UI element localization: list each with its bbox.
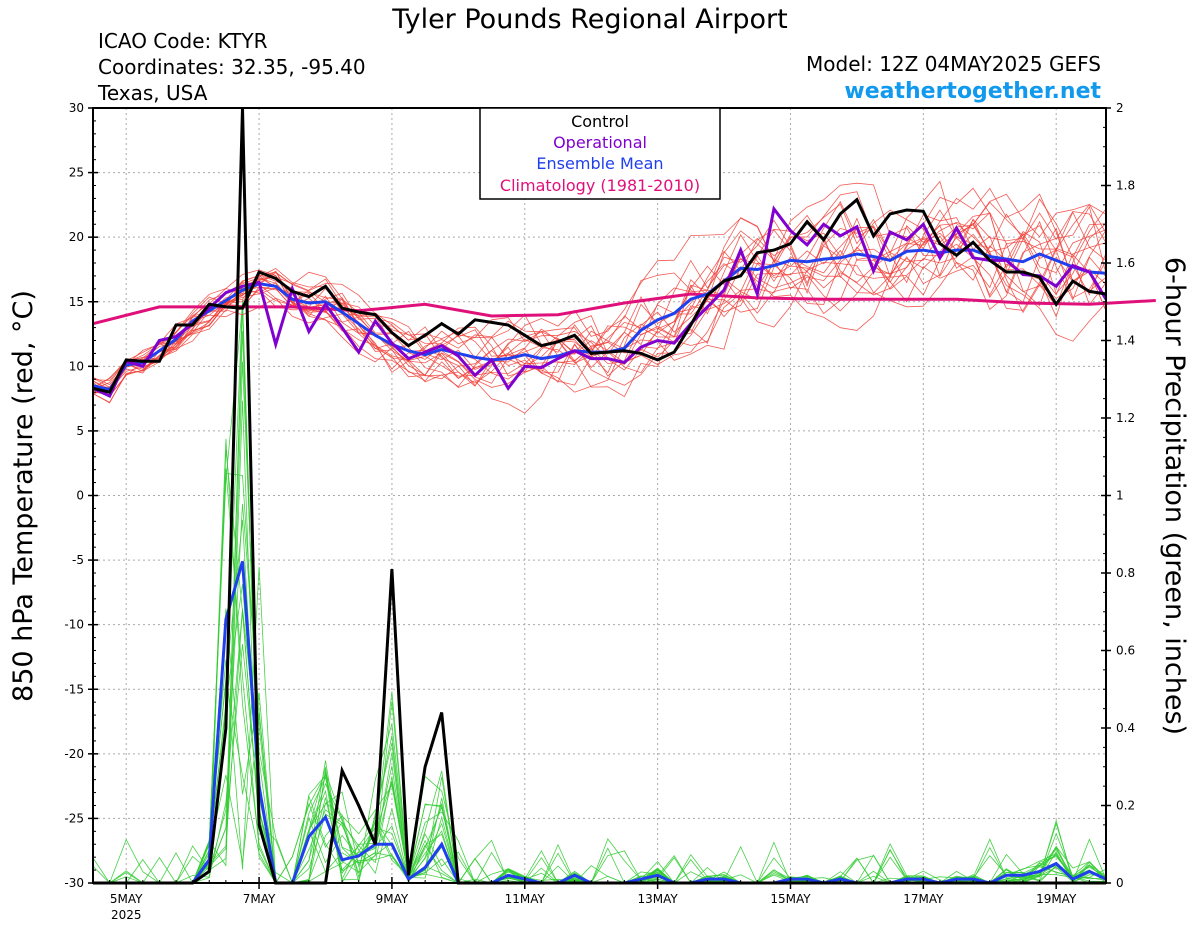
x-axis-tick-label: 7MAY: [243, 892, 276, 906]
left-axis-tick-label: -25: [64, 811, 84, 825]
right-axis-title: 6-hour Precipitation (green, inches): [1159, 257, 1190, 735]
right-axis-tick-label: 1: [1116, 489, 1124, 503]
left-axis-tick-label: -5: [72, 553, 84, 567]
right-axis-tick-label: 1.2: [1116, 411, 1135, 425]
left-axis-tick-label: -10: [64, 618, 84, 632]
x-axis-year-label: 2025: [111, 908, 142, 922]
right-axis-tick-label: 1.6: [1116, 256, 1135, 270]
climatology-line: [92, 292, 1156, 326]
control-temperature-line: [92, 197, 1107, 394]
right-axis-tick-label: 0.8: [1116, 566, 1135, 580]
station-coordinates: Coordinates: 32.35, -95.40: [98, 55, 366, 79]
operational-temperature-line: [92, 205, 1108, 398]
precip-member-line: [93, 713, 1107, 884]
legend-operational: Operational: [553, 133, 647, 152]
precip-member-line: [92, 644, 1107, 885]
x-axis-tick-label: 15MAY: [770, 892, 811, 906]
left-axis-tick-label: 10: [69, 359, 84, 373]
temperature-member-line: [92, 200, 1107, 389]
temperature-member-line: [92, 218, 1107, 389]
temperature-member-line: [92, 211, 1107, 396]
left-axis-tick-label: 5: [76, 424, 84, 438]
site-link[interactable]: weathertogether.net: [844, 79, 1101, 104]
right-axis-tick-label: 2: [1116, 101, 1124, 115]
axes: 302520151050-5-10-15-20-25-3021.81.61.41…: [64, 101, 1135, 922]
precip-member-line: [93, 361, 1107, 885]
left-axis-tick-label: -15: [64, 682, 84, 696]
x-axis-tick-label: 9MAY: [376, 892, 409, 906]
precip-member-line: [93, 438, 1107, 884]
legend-control: Control: [571, 112, 629, 131]
x-axis-tick-label: 5MAY: [110, 892, 143, 906]
icao-code: ICAO Code: KTYR: [98, 29, 268, 53]
left-axis-tick-label: 15: [69, 295, 84, 309]
right-axis-tick-label: 0.4: [1116, 721, 1135, 735]
temperature-member-line: [92, 193, 1107, 397]
legend-climatology: Climatology (1981-2010): [500, 176, 700, 195]
legend-box: [479, 107, 721, 200]
left-axis-tick-label: 30: [69, 101, 84, 115]
left-axis-title: 850 hPa Temperature (red, °C): [8, 290, 39, 702]
legend: Control Operational Ensemble Mean Climat…: [479, 107, 721, 200]
left-axis-tick-label: -30: [64, 876, 84, 890]
left-axis-tick-label: -20: [64, 747, 84, 761]
right-axis-tick-label: 0.2: [1116, 799, 1135, 813]
left-axis-tick-label: 0: [76, 489, 84, 503]
model-run: Model: 12Z 04MAY2025 GEFS: [806, 52, 1101, 76]
left-axis-tick-label: 25: [69, 166, 84, 180]
legend-ensemble-mean: Ensemble Mean: [536, 154, 663, 173]
x-axis-tick-label: 13MAY: [638, 892, 679, 906]
temperature-ensemble-members: [92, 180, 1107, 414]
station-region: Texas, USA: [97, 81, 208, 105]
x-axis-tick-label: 19MAY: [1036, 892, 1077, 906]
x-axis-tick-label: 17MAY: [903, 892, 944, 906]
x-axis-tick-label: 11MAY: [505, 892, 546, 906]
chart-title: Tyler Pounds Regional Airport: [391, 4, 787, 35]
right-axis-tick-label: 1.4: [1116, 334, 1135, 348]
right-axis-tick-label: 0: [1116, 876, 1124, 890]
left-axis-tick-label: 20: [69, 230, 84, 244]
right-axis-tick-label: 0.6: [1116, 644, 1135, 658]
right-axis-tick-label: 1.8: [1116, 179, 1135, 193]
